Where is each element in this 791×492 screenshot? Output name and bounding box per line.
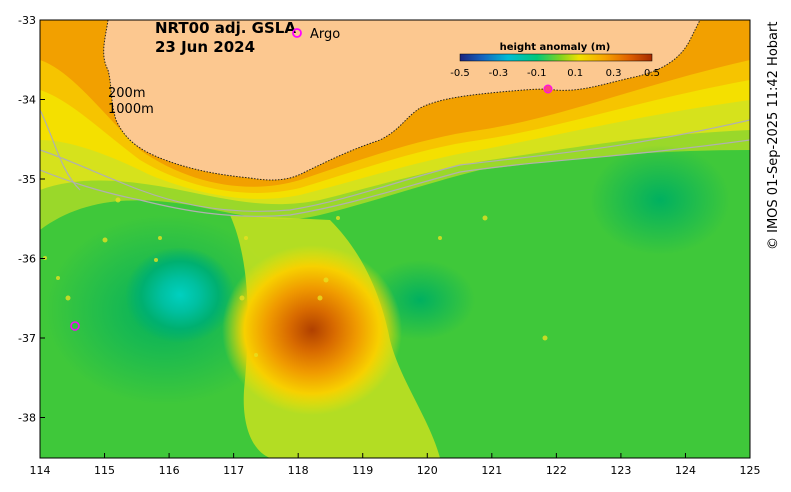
contour-1000m (40, 139, 750, 217)
colorbar-tick-label: 0.3 (606, 68, 622, 79)
drifter-points (43, 197, 548, 357)
y-tick-label: -35 (18, 173, 36, 186)
colorbar-tick-label: -0.1 (527, 68, 547, 79)
x-tick-label: 119 (352, 464, 373, 477)
colorbar-tick-label: -0.5 (450, 68, 470, 79)
colorbar-title: height anomaly (m) (500, 42, 611, 53)
colorbar-tick-label: -0.3 (489, 68, 509, 79)
y-tick-label: -37 (18, 332, 36, 345)
y-tick-label: -34 (18, 94, 36, 107)
contour-west (40, 109, 81, 191)
credit-label: © IMOS 01-Sep-2025 11:42 Hobart (766, 21, 781, 250)
map-date: 23 Jun 2024 (155, 38, 255, 56)
coastline (103, 20, 701, 181)
plot-frame (39, 19, 751, 459)
colorbar: height anomaly (m) -0.5 -0.3 -0.1 0.1 0.3 0.5 (450, 42, 660, 79)
x-tick-label: 115 (94, 464, 115, 477)
x-tick-label: 124 (675, 464, 696, 477)
depth-label-200m: 200m (108, 86, 145, 101)
argo-marker (543, 84, 553, 94)
argo-marker (70, 321, 80, 331)
x-tick-label: 120 (417, 464, 438, 477)
argo-legend-icon (292, 28, 302, 38)
product-title: NRT00 adj. GSLA (155, 19, 296, 37)
x-tick-label: 117 (223, 464, 244, 477)
x-tick-label: 122 (546, 464, 567, 477)
x-tick-label: 121 (481, 464, 502, 477)
x-tick-label: 114 (30, 464, 51, 477)
credit-text: © IMOS 01-Sep-2025 11:42 Hobart (762, 0, 781, 250)
contour-200m (40, 119, 750, 212)
x-tick-label: 123 (610, 464, 631, 477)
argo-legend-label: Argo (310, 27, 340, 42)
colorbar-tick-label: 0.1 (567, 68, 583, 79)
x-tick-label: 118 (288, 464, 309, 477)
eddy-high (222, 245, 402, 415)
eddy-low-core (125, 247, 235, 343)
depth-label-1000m: 1000m (108, 102, 154, 117)
eddy-low-east (590, 145, 730, 255)
x-tick-label: 125 (740, 464, 761, 477)
colorbar-scale (459, 53, 653, 62)
x-tick-label: 116 (159, 464, 180, 477)
y-axis: -33 -34 -35 -36 -37 -38 (18, 14, 45, 425)
y-tick-label: -38 (18, 412, 36, 425)
colorbar-tick-label: 0.5 (644, 68, 660, 79)
y-tick-label: -36 (18, 253, 36, 266)
y-tick-label: -33 (18, 14, 36, 27)
map-field (40, 20, 750, 458)
x-axis: 114 115 116 117 118 119 120 121 122 123 124 125 (30, 453, 761, 477)
